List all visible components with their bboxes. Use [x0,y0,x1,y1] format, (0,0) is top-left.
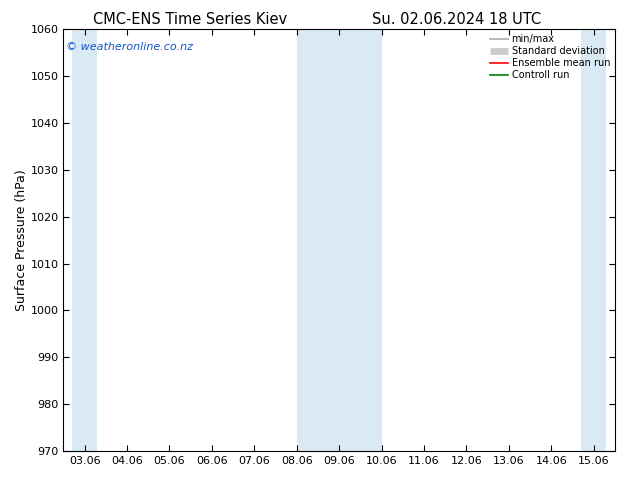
Y-axis label: Surface Pressure (hPa): Surface Pressure (hPa) [15,169,28,311]
Bar [297,29,382,451]
Legend: min/max, Standard deviation, Ensemble mean run, Controll run: min/max, Standard deviation, Ensemble me… [486,30,614,84]
Text: Su. 02.06.2024 18 UTC: Su. 02.06.2024 18 UTC [372,12,541,27]
Text: CMC-ENS Time Series Kiev: CMC-ENS Time Series Kiev [93,12,287,27]
Bar [581,29,607,451]
Text: © weatheronline.co.nz: © weatheronline.co.nz [66,42,193,52]
Bar [72,29,98,451]
